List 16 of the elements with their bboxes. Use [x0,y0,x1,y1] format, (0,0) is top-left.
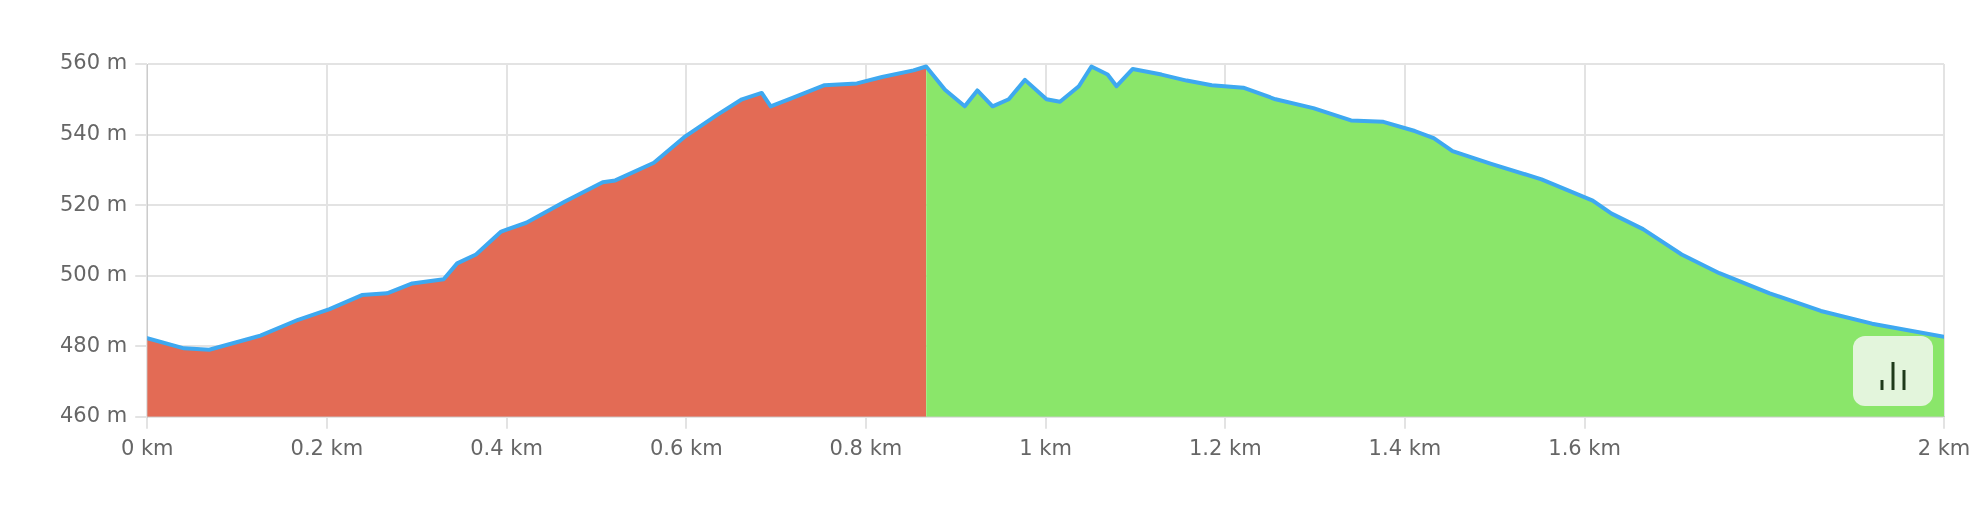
y-tick-label: 460 m [60,403,128,428]
y-tick-label: 500 m [60,262,128,287]
x-tick-label: 0 km [120,435,174,460]
y-tick-label: 560 m [60,50,128,75]
y-tick-label: 520 m [60,191,128,216]
x-tick-label: 1.4 km [1368,435,1442,460]
x-tick-label: 0.4 km [470,435,543,460]
y-tick-label: 480 m [60,332,128,357]
x-tick-label: 1.6 km [1548,435,1621,460]
x-tick-label: 0.6 km [649,435,723,460]
x-tick-label: 2 km [1917,435,1971,460]
y-tick-label: 540 m [60,121,128,146]
x-tick-label: 1 km [1019,435,1072,460]
x-tick-label: 1.2 km [1188,435,1262,460]
x-tick-label: 0.2 km [290,435,364,460]
x-tick-label: 0.8 km [829,435,903,460]
